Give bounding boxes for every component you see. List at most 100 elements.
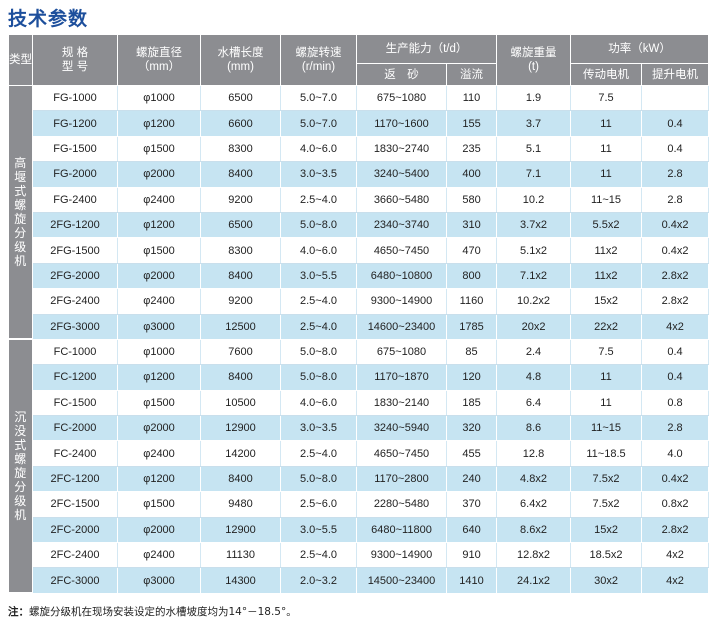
trough-length-cell: 10500	[200, 390, 281, 417]
trough-length-cell: 14200	[200, 440, 281, 467]
overflow-cell: 110	[446, 85, 498, 112]
model-cell: 2FC-2000	[32, 517, 118, 544]
model-cell: FC-1000	[32, 339, 118, 366]
diameter-cell: φ2400	[117, 187, 201, 213]
trough-length-cell: 8300	[200, 237, 281, 264]
lift-motor-cell: 0.8	[641, 390, 710, 417]
lift-motor-cell: 2.8	[641, 187, 710, 213]
speed-cell: 5.0~8.0	[280, 364, 357, 391]
return-sand-cell: 3240~5940	[356, 415, 447, 442]
return-sand-cell: 2280~5480	[356, 491, 447, 518]
trough-length-cell: 9480	[200, 491, 281, 518]
overflow-cell: 155	[446, 110, 498, 137]
model-cell: FG-1000	[32, 85, 118, 112]
overflow-cell: 400	[446, 161, 498, 188]
speed-cell: 3.0~3.5	[280, 161, 357, 188]
drive-motor-cell: 30x2	[570, 567, 643, 594]
header-speed: 螺旋转速 (r/min)	[280, 34, 357, 86]
weight-cell: 3.7x2	[496, 212, 572, 239]
trough-length-cell: 8400	[200, 161, 281, 188]
model-cell: 2FG-2000	[32, 263, 118, 290]
drive-motor-cell: 15x2	[570, 288, 643, 315]
diameter-cell: φ1500	[117, 237, 201, 264]
diameter-cell: φ1200	[117, 110, 201, 137]
category-label: 高堰式螺旋分级机	[14, 156, 27, 269]
trough-length-cell: 9200	[200, 187, 281, 213]
return-sand-cell: 4650~7450	[356, 237, 447, 264]
trough-length-cell: 12900	[200, 415, 281, 442]
diameter-cell: φ1200	[117, 212, 201, 239]
model-cell: FC-1200	[32, 364, 118, 391]
model-cell: 2FG-2400	[32, 288, 118, 315]
trough-length-cell: 12500	[200, 314, 281, 340]
drive-motor-cell: 11x2	[570, 237, 643, 264]
overflow-cell: 800	[446, 263, 498, 290]
speed-cell: 3.0~5.5	[280, 517, 357, 544]
lift-motor-cell: 2.8	[641, 161, 710, 188]
drive-motor-cell: 7.5	[570, 85, 643, 112]
trough-length-cell: 11130	[200, 542, 281, 569]
header-weight: 螺旋重量 (t)	[496, 34, 572, 86]
return-sand-cell: 6480~11800	[356, 517, 447, 544]
return-sand-cell: 6480~10800	[356, 263, 447, 290]
lift-motor-cell: 0.4	[641, 110, 710, 137]
speed-cell: 2.0~3.2	[280, 567, 357, 594]
table-header: 类型 规 格型 号 螺旋直径 （mm） 水槽长度 (mm) 螺旋转速 (r/min) …	[8, 34, 710, 86]
header-diameter: 螺旋直径 （mm）	[117, 34, 201, 86]
overflow-cell: 185	[446, 390, 498, 417]
return-sand-cell: 9300~14900	[356, 288, 447, 315]
speed-cell: 5.0~8.0	[280, 466, 357, 493]
lift-motor-cell: 4x2	[641, 567, 710, 594]
category-label: 沉没式螺旋分级机	[14, 410, 27, 523]
table-row: 2FC-2000 φ2000 12900 3.0~5.5 6480~11800 640 8.…	[9, 517, 710, 544]
drive-motor-cell: 7.5	[570, 339, 643, 366]
return-sand-cell: 675~1080	[356, 85, 447, 112]
speed-cell: 4.0~6.0	[280, 237, 357, 264]
table-row: 2FG-2400 φ2400 9200 2.5~4.0 9300~14900 1160 10…	[9, 288, 710, 315]
table-row: FC-1200 φ1200 8400 5.0~8.0 1170~1870 120 4.8 11…	[9, 364, 710, 391]
table-row: FG-1200 φ1200 6600 5.0~7.0 1170~1600 155 3.7 11…	[9, 110, 710, 137]
diameter-cell: φ1500	[117, 491, 201, 518]
drive-motor-cell: 22x2	[570, 314, 643, 340]
diameter-cell: φ1500	[117, 390, 201, 417]
overflow-cell: 910	[446, 542, 498, 569]
model-cell: 2FC-1500	[32, 491, 118, 518]
model-cell: 2FC-3000	[32, 567, 118, 594]
diameter-cell: φ3000	[117, 314, 201, 340]
weight-cell: 1.9	[496, 85, 572, 112]
drive-motor-cell: 11	[570, 110, 643, 137]
lift-motor-cell: 4x2	[641, 542, 710, 569]
trough-length-cell: 8400	[200, 263, 281, 290]
model-cell: 2FG-3000	[32, 314, 118, 340]
lift-motor-cell: 0.4x2	[641, 466, 710, 493]
header-drive-motor: 传动电机	[570, 63, 643, 86]
header-trough-length: 水槽长度 (mm)	[200, 34, 281, 86]
model-cell: FG-1500	[32, 136, 118, 163]
speed-cell: 5.0~7.0	[280, 110, 357, 137]
table-row: 沉没式螺旋分级机 FC-1000 φ1000 7600 5.0~8.0 675~1080 8…	[8, 339, 710, 595]
weight-cell: 10.2	[496, 187, 572, 213]
weight-cell: 24.1x2	[496, 567, 572, 594]
return-sand-cell: 1170~2800	[356, 466, 447, 493]
diameter-cell: φ2400	[117, 288, 201, 315]
drive-motor-cell: 11~18.5	[570, 440, 643, 467]
diameter-cell: φ3000	[117, 567, 201, 594]
speed-cell: 4.0~6.0	[280, 136, 357, 163]
lift-motor-cell: 0.4x2	[641, 237, 710, 264]
drive-motor-cell: 11~15	[570, 415, 643, 442]
overflow-cell: 235	[446, 136, 498, 163]
header-power: 功率（kW）	[570, 34, 710, 64]
speed-cell: 3.0~3.5	[280, 415, 357, 442]
header-model: 规 格型 号	[32, 34, 118, 86]
model-cell: FG-2400	[32, 187, 118, 213]
table-row: 2FG-3000 φ3000 12500 2.5~4.0 14600~23400 1785…	[9, 314, 710, 340]
return-sand-cell: 1170~1870	[356, 364, 447, 391]
drive-motor-cell: 7.5x2	[570, 491, 643, 518]
speed-cell: 5.0~7.0	[280, 85, 357, 112]
speed-cell: 2.5~4.0	[280, 187, 357, 213]
lift-motor-cell: 2.8x2	[641, 288, 710, 315]
weight-cell: 12.8x2	[496, 542, 572, 569]
speed-cell: 2.5~4.0	[280, 288, 357, 315]
header-capacity: 生产能力（t/d）	[355, 34, 498, 64]
trough-length-cell: 6600	[200, 110, 281, 137]
